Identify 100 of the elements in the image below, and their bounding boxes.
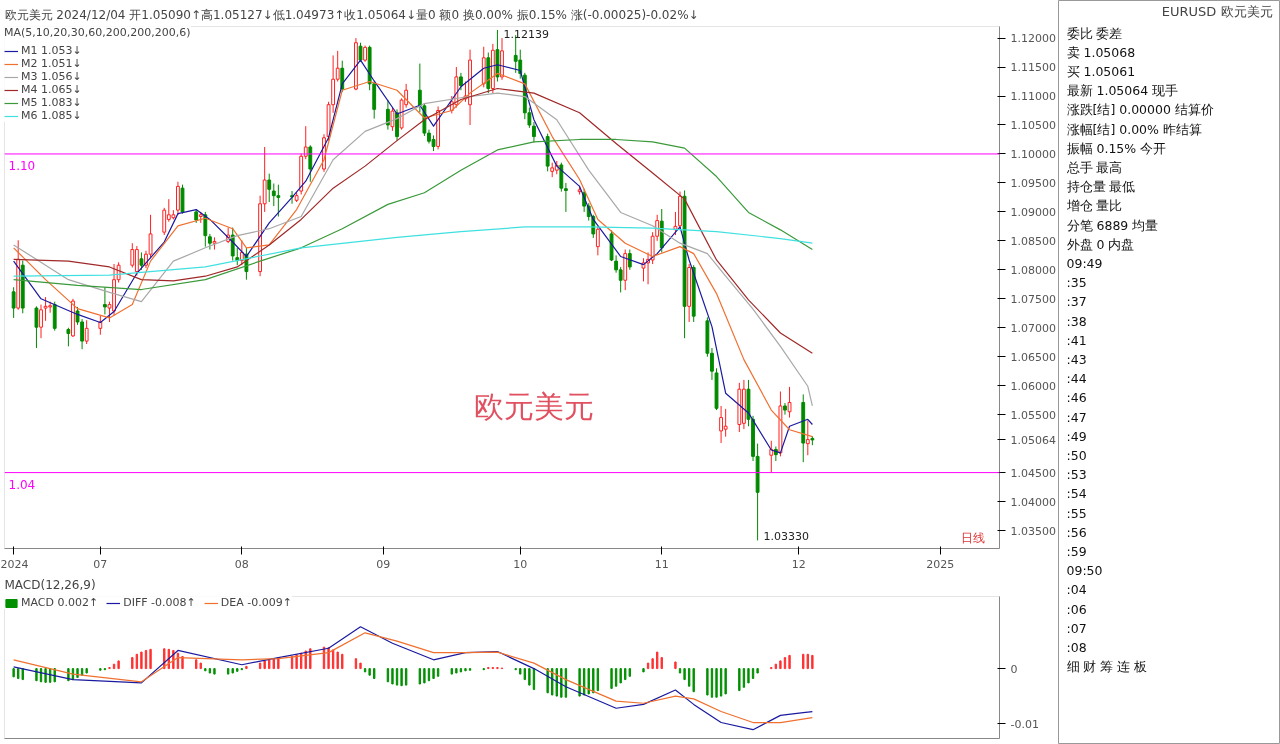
text: 09:49 — [1066, 255, 1103, 271]
line-series — [13, 226, 813, 277]
text: :41 — [1066, 332, 1087, 348]
chart-subtitle: MA(5,10,20,30,60,200,200,200,6) — [4, 26, 191, 39]
text: 卖 1.05068 — [1066, 44, 1136, 60]
candlestick — [176, 181, 180, 216]
candlestick — [84, 319, 89, 345]
y-tick-label: 1.10500 — [1010, 118, 1056, 132]
text: 外盘 0 内盘 — [1066, 236, 1135, 252]
chart-title: MACD(12,26,9) — [4, 577, 96, 592]
text: :38 — [1066, 313, 1087, 329]
text: 持仓量 最低 — [1066, 179, 1136, 195]
x-tick-label: 07 — [93, 557, 108, 571]
text: 总手 最高 — [1065, 159, 1123, 175]
candlestick — [723, 408, 728, 438]
text: :08 — [1066, 639, 1087, 655]
text: 委比 委差 — [1066, 25, 1123, 41]
text: 涨幅[结] 0.00% 昨结算 — [1066, 121, 1202, 137]
candlestick — [385, 99, 390, 131]
candlestick — [417, 63, 422, 113]
text: :55 — [1066, 505, 1087, 521]
text: :47 — [1066, 409, 1087, 425]
y-tick-label: 1.10000 — [1010, 147, 1056, 161]
candlestick — [130, 242, 135, 269]
candlestick — [103, 286, 107, 315]
candlestick — [43, 296, 48, 322]
candlestick — [358, 42, 363, 63]
y-tick-label: 1.09000 — [1010, 205, 1056, 219]
text: :59 — [1066, 543, 1087, 559]
chart-title: 欧元美元 2024/12/04 开1.05090↑高1.05127↓低1.04973↑收1.05064↓量0 额0 换0.00% 振0.15% 涨(-0.00025)-0.02%↓ — [4, 7, 699, 22]
x-tick-label: 12 — [791, 557, 806, 571]
text: 增仓 量比 — [1065, 198, 1123, 214]
ref-line-label: 1.10 — [8, 158, 36, 173]
y-tick-label: 1.09500 — [1010, 176, 1056, 190]
text: :53 — [1066, 467, 1087, 483]
legend-label: DEA -0.009↑ — [220, 596, 292, 609]
text: EURUSD 欧元美元 — [1161, 3, 1273, 19]
candlestick — [627, 249, 632, 271]
text: :35 — [1066, 275, 1087, 291]
candlestick — [162, 207, 167, 236]
candlestick — [769, 440, 774, 474]
text: :50 — [1066, 447, 1087, 463]
y-tick-label: 1.06500 — [1010, 350, 1056, 364]
y-tick-label: 1.04000 — [1010, 495, 1056, 509]
candlestick — [805, 419, 810, 456]
y-tick-label: 1.08500 — [1010, 234, 1056, 248]
candlestick — [390, 107, 395, 132]
candlestick — [203, 211, 208, 248]
text: :49 — [1066, 428, 1087, 444]
candlestick — [39, 304, 43, 339]
text: 09:50 — [1066, 563, 1103, 579]
legend-label: M3 1.056↓ — [21, 70, 82, 83]
legend-label: DIFF -0.008↑ — [123, 596, 196, 609]
candlestick — [98, 315, 103, 336]
annotation: 1.03330 — [763, 530, 810, 544]
y-tick-label: 1.06000 — [1010, 379, 1056, 393]
x-tick-label: 11 — [654, 557, 669, 571]
annotation: 1.12139 — [503, 28, 549, 42]
text: 细 财 筹 连 板 — [1066, 659, 1148, 675]
y-tick-label: 1.05500 — [1010, 408, 1056, 422]
candlestick — [787, 386, 792, 419]
y-tick-label: 1.07000 — [1010, 321, 1056, 335]
y-tick-label: 1.08000 — [1010, 263, 1056, 277]
legend-label: M4 1.065↓ — [21, 83, 82, 96]
text: 涨跌[结] 0.00000 结算价 — [1066, 102, 1214, 118]
y-tick-label: 1.03500 — [1010, 524, 1056, 538]
x-tick-label: 2025 — [926, 557, 955, 571]
candlestick — [66, 327, 71, 347]
text: 最新 1.05064 现手 — [1066, 83, 1179, 99]
y-tick-label: 1.11000 — [1010, 90, 1056, 104]
y-tick-label: 1.07500 — [1010, 292, 1056, 306]
x-tick-label: 2024 — [0, 557, 29, 571]
candlestick — [11, 286, 16, 319]
legend-label: M5 1.083↓ — [21, 96, 82, 109]
text: :43 — [1066, 351, 1087, 367]
y-tick-label: 1.04500 — [1010, 466, 1056, 480]
text: :07 — [1066, 620, 1087, 636]
y-tick-label: 1.12000 — [1010, 32, 1056, 46]
legend-label: M6 1.085↓ — [21, 109, 82, 122]
legend-label: M1 1.053↓ — [21, 44, 82, 57]
text: :04 — [1066, 582, 1087, 598]
text: 分笔 6889 均量 — [1066, 217, 1159, 233]
candlestick — [34, 305, 39, 349]
annotation: 欧元美元 — [473, 388, 594, 424]
legend-label: M2 1.051↓ — [21, 57, 82, 70]
text: :56 — [1066, 524, 1087, 540]
candlestick — [595, 225, 600, 256]
candlestick — [395, 108, 399, 142]
candlestick — [48, 301, 53, 314]
candlestick — [783, 402, 787, 416]
annotation: 日线 — [960, 530, 985, 545]
ref-line-label: 1.04 — [8, 477, 36, 492]
text: 买 1.05061 — [1066, 63, 1136, 79]
y-tick-label: 1.11500 — [1010, 61, 1056, 75]
candlestick — [52, 301, 57, 332]
x-tick-label: 09 — [376, 557, 391, 571]
x-tick-label: 08 — [234, 557, 249, 571]
text: :37 — [1066, 294, 1087, 310]
y-tick-label: 1.05064 — [1010, 433, 1056, 447]
candlestick — [308, 144, 313, 183]
